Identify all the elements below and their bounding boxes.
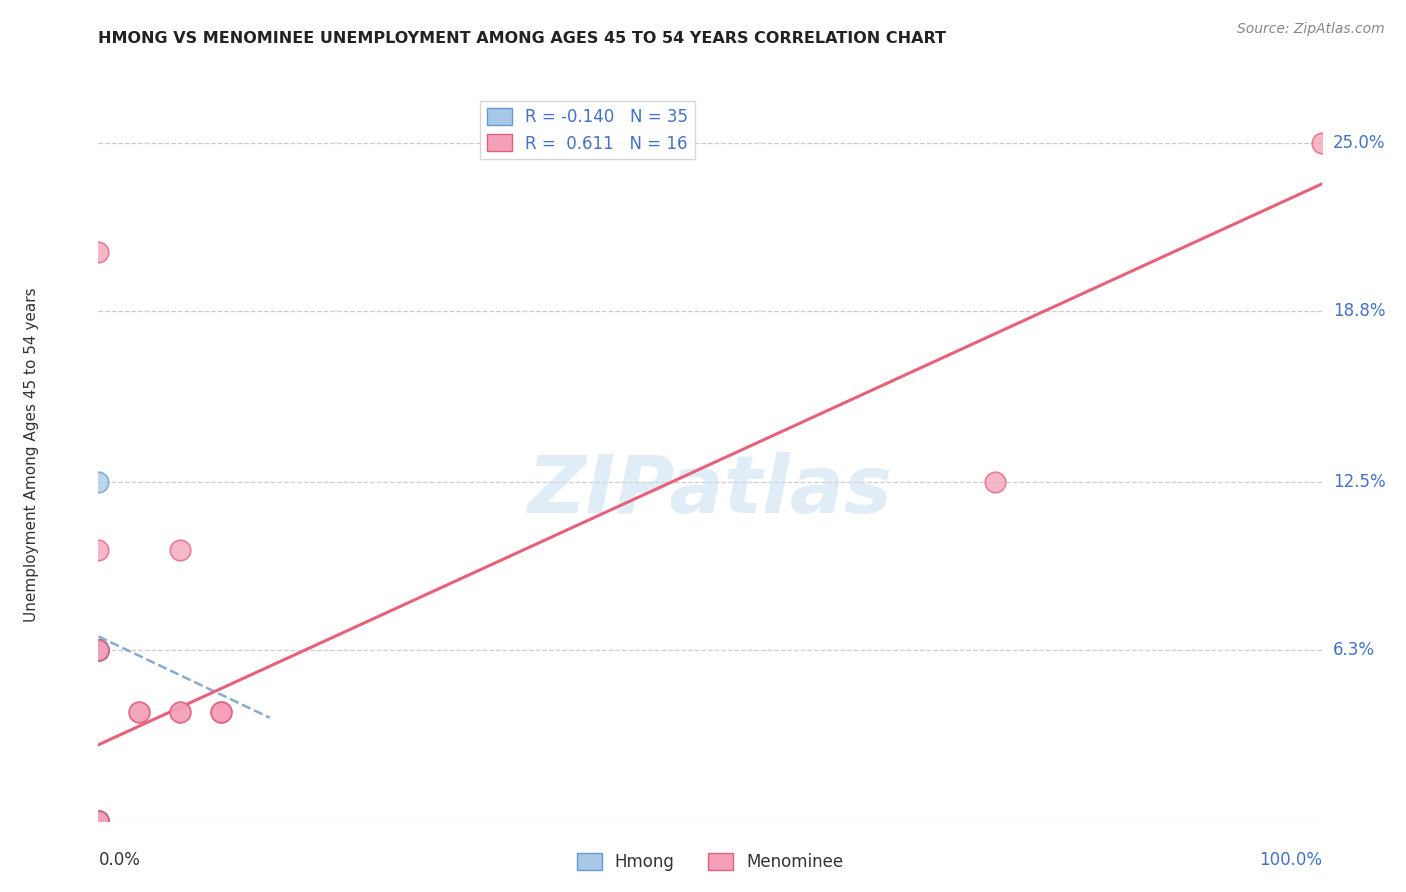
Point	[87, 643, 110, 657]
Point	[87, 814, 110, 828]
Point	[87, 643, 110, 657]
Point	[128, 706, 150, 720]
Point	[87, 814, 110, 828]
Point	[87, 643, 110, 657]
Text: 18.8%: 18.8%	[1333, 302, 1385, 320]
Point	[209, 706, 232, 720]
Text: Unemployment Among Ages 45 to 54 years: Unemployment Among Ages 45 to 54 years	[24, 287, 38, 623]
Text: 12.5%: 12.5%	[1333, 473, 1385, 491]
Point	[87, 814, 110, 828]
Text: 25.0%: 25.0%	[1333, 135, 1385, 153]
Point	[87, 643, 110, 657]
Point	[87, 643, 110, 657]
Text: Source: ZipAtlas.com: Source: ZipAtlas.com	[1237, 22, 1385, 37]
Point	[87, 643, 110, 657]
Point	[87, 814, 110, 828]
Text: 100.0%: 100.0%	[1258, 851, 1322, 869]
Legend: Hmong, Menominee: Hmong, Menominee	[569, 847, 851, 878]
Text: 6.3%: 6.3%	[1333, 641, 1375, 659]
Point	[87, 643, 110, 657]
Point	[87, 475, 110, 489]
Point	[87, 814, 110, 828]
Point	[87, 643, 110, 657]
Point	[87, 814, 110, 828]
Point	[209, 706, 232, 720]
Point	[87, 814, 110, 828]
Point	[87, 814, 110, 828]
Text: ZIPatlas: ZIPatlas	[527, 452, 893, 531]
Point	[87, 643, 110, 657]
Point	[87, 814, 110, 828]
Point	[87, 643, 110, 657]
Point	[87, 814, 110, 828]
Point	[87, 814, 110, 828]
Point	[209, 706, 232, 720]
Point	[87, 643, 110, 657]
Point	[87, 814, 110, 828]
Point	[87, 643, 110, 657]
Point	[87, 643, 110, 657]
Point	[87, 814, 110, 828]
Point	[87, 814, 110, 828]
Point	[87, 244, 110, 259]
Point	[128, 706, 150, 720]
Text: HMONG VS MENOMINEE UNEMPLOYMENT AMONG AGES 45 TO 54 YEARS CORRELATION CHART: HMONG VS MENOMINEE UNEMPLOYMENT AMONG AG…	[98, 31, 946, 46]
Point	[87, 542, 110, 557]
Point	[87, 643, 110, 657]
Point	[87, 814, 110, 828]
Point	[87, 814, 110, 828]
Text: 0.0%: 0.0%	[98, 851, 141, 869]
Point	[169, 706, 191, 720]
Point	[1310, 136, 1333, 151]
Point	[87, 643, 110, 657]
Point	[87, 643, 110, 657]
Point	[87, 814, 110, 828]
Point	[169, 542, 191, 557]
Point	[87, 814, 110, 828]
Point	[87, 814, 110, 828]
Point	[169, 706, 191, 720]
Point	[87, 814, 110, 828]
Point	[87, 814, 110, 828]
Point	[87, 643, 110, 657]
Point	[984, 475, 1007, 489]
